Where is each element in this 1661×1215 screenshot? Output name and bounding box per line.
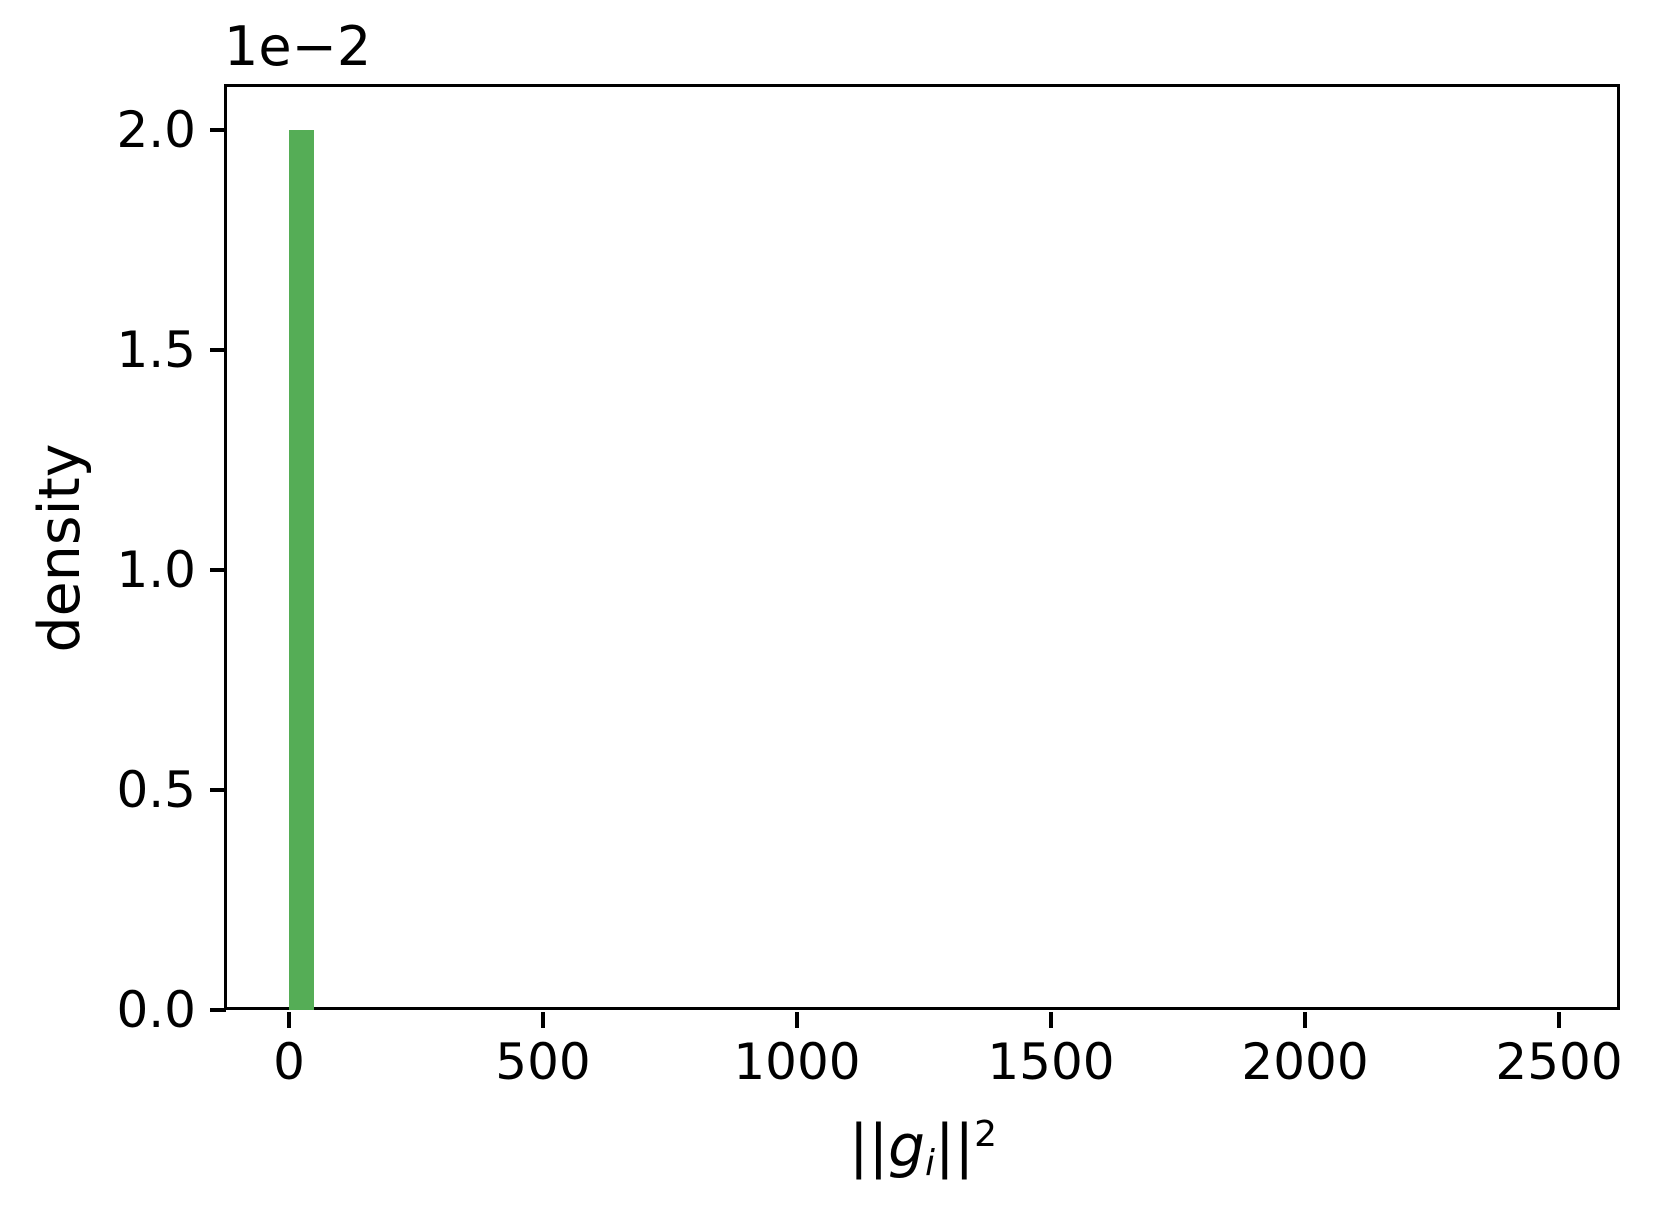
y-tick-mark xyxy=(209,568,226,572)
xlabel-subscript: i xyxy=(924,1142,935,1184)
xlabel-open-bars: || xyxy=(849,1112,889,1181)
x-tick-mark xyxy=(287,1011,291,1028)
y-tick-mark xyxy=(209,128,226,132)
y-axis-label: density xyxy=(27,443,93,653)
x-tick-label: 0 xyxy=(273,1033,305,1091)
y-tick-label: 1.0 xyxy=(116,541,196,600)
x-tick-label: 500 xyxy=(495,1033,591,1091)
x-tick-mark xyxy=(541,1011,545,1028)
x-tick-label: 1500 xyxy=(987,1033,1115,1091)
y-tick-mark xyxy=(209,788,226,792)
x-tick-mark xyxy=(1557,1011,1561,1028)
y-tick-label: 0.5 xyxy=(116,761,196,820)
x-tick-label: 2500 xyxy=(1495,1033,1623,1091)
x-axis-label: ||gi||2 xyxy=(849,1112,997,1184)
x-tick-label: 2000 xyxy=(1241,1033,1369,1091)
y-tick-label: 2.0 xyxy=(116,101,196,160)
x-tick-label: 1000 xyxy=(733,1033,861,1091)
y-tick-label: 0.0 xyxy=(116,981,196,1039)
x-tick-mark xyxy=(1049,1011,1053,1028)
xlabel-symbol: g xyxy=(888,1112,925,1181)
plot-area xyxy=(224,84,1620,1010)
xlabel-exponent: 2 xyxy=(974,1114,997,1156)
x-tick-mark xyxy=(795,1011,799,1028)
x-tick-mark xyxy=(1303,1011,1307,1028)
xlabel-close-bars: || xyxy=(934,1112,975,1181)
y-axis-offset-text: 1e−2 xyxy=(224,15,372,78)
y-tick-label: 1.5 xyxy=(116,321,196,380)
y-tick-mark xyxy=(209,348,226,352)
histogram-bar xyxy=(288,130,315,1010)
y-tick-mark xyxy=(209,1008,226,1012)
